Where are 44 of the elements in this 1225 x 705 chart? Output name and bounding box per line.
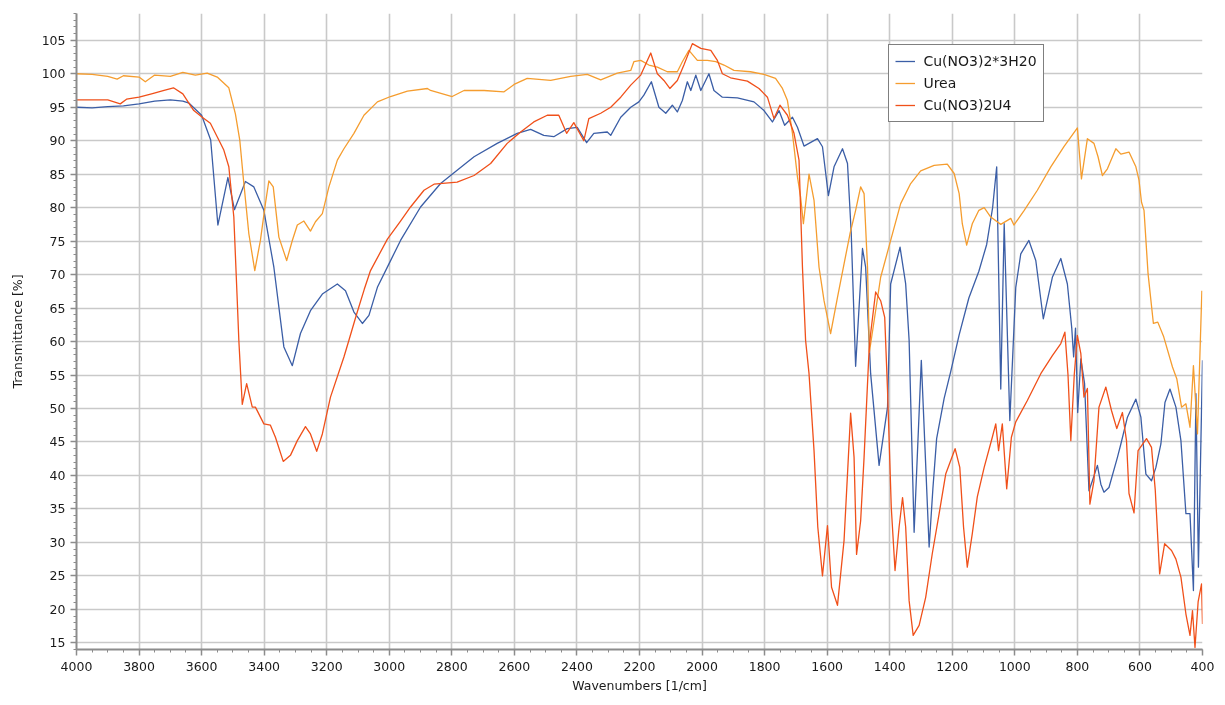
legend-label: Cu(NO3)2*3H20: [923, 53, 1037, 70]
y-tick-label: 75: [49, 233, 66, 249]
x-tick-label: 2800: [435, 658, 468, 674]
y-tick-label: 45: [49, 434, 66, 450]
y-axis-title: Transmittance [%]: [9, 274, 25, 390]
x-tick-label: 3600: [185, 658, 218, 674]
y-tick-label: 100: [41, 66, 66, 82]
x-tick-label: 2000: [686, 658, 719, 674]
y-tick-label: 40: [49, 467, 66, 483]
y-tick-label: 85: [49, 166, 66, 182]
y-tick-label: 80: [49, 200, 66, 216]
y-tick-label: 90: [49, 133, 66, 149]
y-tick-label: 105: [41, 32, 66, 48]
legend-label: Urea: [923, 75, 957, 92]
legend-label: Cu(NO3)2U4: [923, 97, 1012, 114]
x-tick-label: 1800: [748, 658, 781, 674]
x-tick-label: 1600: [811, 658, 844, 674]
y-tick-label: 55: [49, 367, 66, 383]
x-tick-label: 2600: [498, 658, 531, 674]
y-tick-label: 20: [49, 601, 66, 617]
x-tick-label: 3200: [310, 658, 343, 674]
y-tick-label: 70: [49, 267, 66, 283]
x-tick-label: 1200: [936, 658, 969, 674]
x-tick-label: 4000: [60, 658, 93, 674]
x-axis-title: Wavenumbers [1/cm]: [572, 677, 707, 693]
x-tick-label: 3800: [123, 658, 156, 674]
y-tick-label: 25: [49, 568, 66, 584]
x-tick-label: 2200: [623, 658, 656, 674]
x-tick-label: 2400: [561, 658, 593, 674]
y-tick-label: 35: [49, 501, 66, 517]
y-tick-label: 50: [49, 400, 66, 416]
line-series: [76, 49, 1203, 435]
x-tick-label: 1400: [873, 658, 906, 674]
y-tick-label: 65: [49, 300, 66, 316]
x-tick-label: 3000: [373, 658, 406, 674]
y-tick-label: 95: [49, 99, 66, 115]
x-tick-label: 1000: [998, 658, 1031, 674]
y-tick-label: 30: [49, 534, 66, 550]
x-tick-label: 400: [1190, 658, 1215, 674]
y-tick-label: 15: [49, 635, 66, 651]
x-tick-label: 800: [1065, 658, 1090, 674]
x-tick-label: 600: [1128, 658, 1152, 674]
x-tick-label: 3400: [248, 658, 281, 674]
y-tick-label: 60: [49, 334, 66, 350]
